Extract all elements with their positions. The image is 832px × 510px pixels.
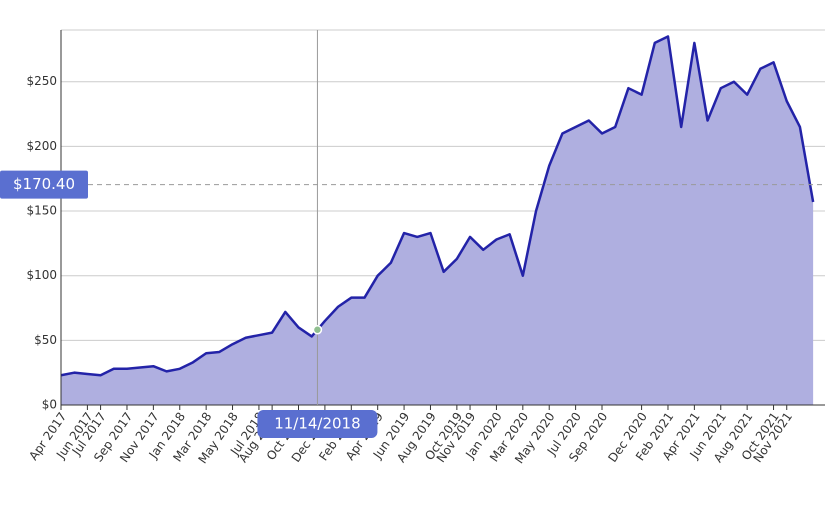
- line: [60, 35, 815, 377]
- crosshair-marker: [312, 324, 323, 335]
- y-tooltip: $170.40: [13, 175, 75, 193]
- y-tick-label: $50: [34, 333, 57, 347]
- area: [61, 36, 814, 406]
- y-tooltip-box: [0, 170, 88, 199]
- y-tick-label: $100: [26, 268, 57, 282]
- x-tooltip: 11/14/2018: [274, 415, 360, 433]
- y-tick-label: $0: [42, 398, 57, 412]
- y-tick-label: $250: [26, 74, 57, 88]
- y-tick-label: $150: [26, 204, 57, 218]
- x-tooltip-box: [257, 410, 378, 438]
- y-tick-label: $200: [26, 139, 57, 153]
